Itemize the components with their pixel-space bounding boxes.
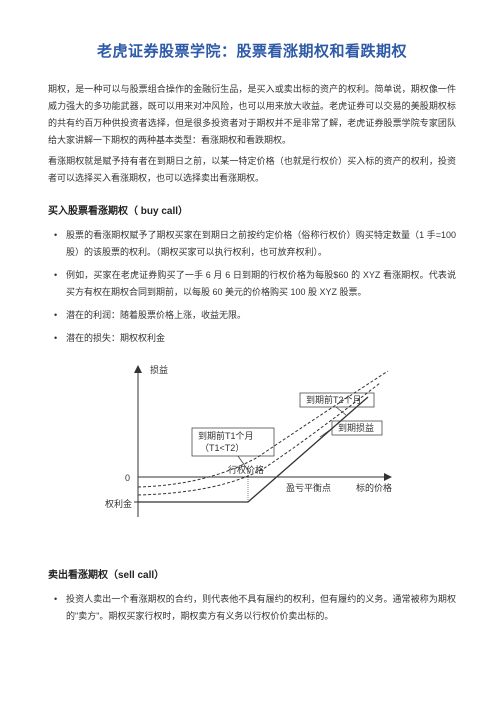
intro-paragraph-1: 期权，是一种可以与股票组合操作的金融衍生品，是买入或卖出标的资产的权利。简单说，… xyxy=(48,81,456,149)
page-title: 老虎证券股票学院：股票看涨期权和看跌期权 xyxy=(48,40,456,61)
chart-strike-label: 行权价格 xyxy=(228,464,264,475)
chart-t1-sub: （T1<T2） xyxy=(200,443,244,453)
chart-x-label: 标的价格 xyxy=(356,482,392,493)
section-buy-call-head: 买入股票看涨期权（ buy call） xyxy=(48,202,456,217)
section-sell-call-head: 卖出看涨期权（sell call） xyxy=(48,566,456,581)
chart-expiry-label: 到期损益 xyxy=(338,422,374,433)
chart-t2-label: 到期前T2个月 xyxy=(306,394,362,405)
sell-call-list: 投资人卖出一个看涨期权的合约，则代表他不具有履约的权利，但有履约的义务。通常被称… xyxy=(48,591,456,625)
buy-call-list: 股票的看涨期权赋予了期权买家在到期日之前按约定价格（俗称行权价）购买特定数量（1… xyxy=(48,227,456,348)
list-item: 潜在的损失：期权权利金 xyxy=(66,330,456,347)
payoff-chart: 0 损益 标的价格 权利金 到期前T1个月 （T1<T2） 到期前T2个月 到期… xyxy=(88,357,428,552)
chart-y-label: 损益 xyxy=(150,364,168,375)
chart-breakeven-label: 盈亏平衡点 xyxy=(286,482,331,493)
intro-paragraph-2: 看涨期权就是赋予持有者在到期日之前，以某一特定价格（也就是行权价）买入标的资产的… xyxy=(48,153,456,187)
chart-t1-label: 到期前T1个月 xyxy=(198,430,254,441)
list-item: 投资人卖出一个看涨期权的合约，则代表他不具有履约的权利，但有履约的义务。通常被称… xyxy=(66,591,456,625)
list-item: 股票的看涨期权赋予了期权买家在到期日之前按约定价格（俗称行权价）购买特定数量（1… xyxy=(66,227,456,261)
list-item: 例如，买家在老虎证券购买了一手 6 月 6 日到期的行权价格为每股$60 的 X… xyxy=(66,267,456,301)
chart-premium-label: 权利金 xyxy=(105,498,132,509)
chart-zero-label: 0 xyxy=(125,473,130,483)
list-item: 潜在的利润：随着股票价格上涨，收益无限。 xyxy=(66,307,456,324)
